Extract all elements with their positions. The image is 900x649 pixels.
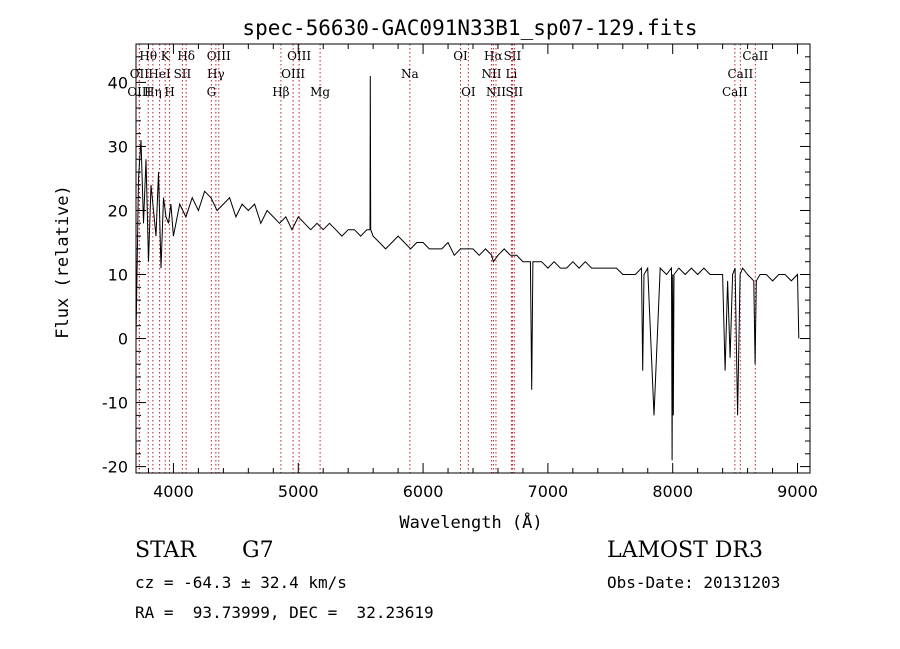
axes: 4000 5000 6000 7000 8000 9000 -20 -10 0 10 20 30 40 xyxy=(102,44,818,501)
marker-label: Hδ xyxy=(177,49,195,63)
marker-label: Hη xyxy=(144,85,162,99)
x-tick-label: 5000 xyxy=(278,482,319,501)
marker-label: CaII xyxy=(742,49,768,63)
y-tick-label: 0 xyxy=(118,330,128,349)
marker-label: OI xyxy=(461,85,476,99)
marker-label: Hα xyxy=(484,49,503,63)
y-tick-label: 40 xyxy=(108,73,128,92)
marker-label: OI xyxy=(453,49,468,63)
survey-name: LAMOST DR3 xyxy=(607,538,763,563)
marker-label: K xyxy=(161,49,171,63)
marker-label: SII xyxy=(174,67,192,81)
marker-label: SII xyxy=(504,49,522,63)
marker-label: OII xyxy=(130,67,150,81)
marker-label: HeI xyxy=(148,67,171,81)
spectrum-line xyxy=(135,75,800,461)
x-tick-label: 6000 xyxy=(403,482,444,501)
marker-label: Hθ xyxy=(139,49,157,63)
marker-label: OIII xyxy=(127,85,151,99)
marker-label: OIII xyxy=(281,67,305,81)
x-tick-label: 9000 xyxy=(777,482,818,501)
object-type: STAR xyxy=(135,538,196,563)
y-tick-label: 20 xyxy=(108,201,128,220)
y-tick-label: -20 xyxy=(102,458,128,477)
marker-label: Mg xyxy=(310,85,330,99)
x-tick-label: 7000 xyxy=(528,482,569,501)
marker-label: SII xyxy=(505,85,523,99)
marker-label: OIII xyxy=(207,49,231,63)
marker-label: NII xyxy=(486,85,506,99)
marker-label: CaII xyxy=(727,67,753,81)
observation-date: Obs-Date: 20131203 xyxy=(607,573,781,592)
y-tick-label: -10 xyxy=(102,394,128,413)
redshift-velocity: cz = -64.3 ± 32.4 km/s xyxy=(135,573,347,592)
plot-frame xyxy=(135,43,811,474)
marker-label: NII xyxy=(481,67,501,81)
y-tick-label: 10 xyxy=(108,266,128,285)
marker-label: CaII xyxy=(722,85,748,99)
marker-label: G xyxy=(207,85,217,99)
spectral-subclass: G7 xyxy=(242,538,274,563)
x-tick-label: 8000 xyxy=(652,482,693,501)
marker-label: Hβ xyxy=(272,85,289,99)
chart-title: spec-56630-GAC091N33B1_sp07-129.fits xyxy=(242,16,697,40)
y-tick-label: 30 xyxy=(108,137,128,156)
coordinates: RA = 93.73999, DEC = 32.23619 xyxy=(135,603,434,622)
marker-label: Li xyxy=(506,67,518,81)
marker-label: OIII xyxy=(287,49,311,63)
x-axis-label: Wavelength (Å) xyxy=(399,511,542,533)
marker-label: Na xyxy=(401,67,419,81)
x-tick-label: 4000 xyxy=(153,482,194,501)
marker-label: Hγ xyxy=(207,67,225,81)
y-axis-label: Flux (relative) xyxy=(53,185,73,339)
marker-label: H xyxy=(164,85,174,99)
